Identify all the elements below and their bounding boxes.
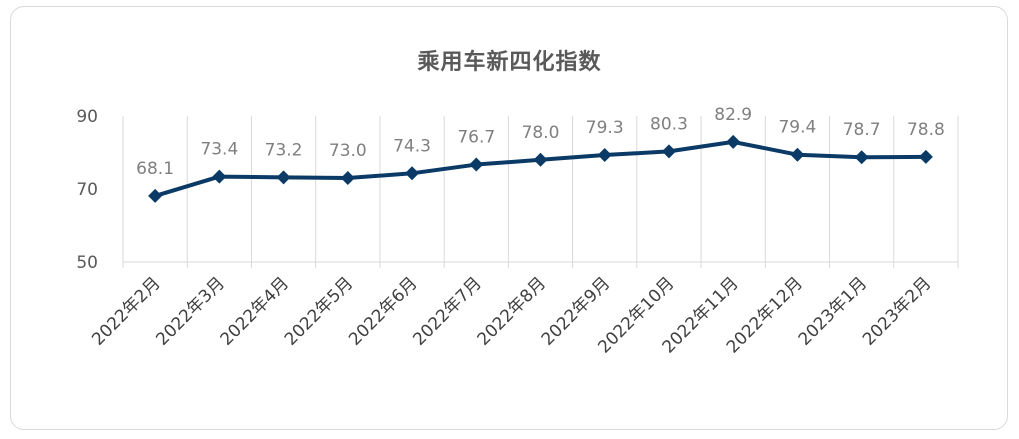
x-tick-label: 2022年2月 xyxy=(88,273,164,349)
data-point-marker xyxy=(726,134,741,149)
y-tick-label: 90 xyxy=(76,107,98,127)
x-tick-label: 2022年6月 xyxy=(345,273,421,349)
data-label: 74.3 xyxy=(393,136,431,156)
grid-lines xyxy=(122,116,959,268)
data-label: 73.0 xyxy=(329,141,367,161)
data-label: 68.1 xyxy=(136,159,174,179)
data-point-marker xyxy=(148,188,163,203)
x-tick-label: 2022年7月 xyxy=(409,273,485,349)
data-point-marker xyxy=(533,152,548,167)
y-tick-label: 70 xyxy=(76,180,98,200)
chart-frame xyxy=(10,6,1008,430)
data-label: 78.8 xyxy=(907,120,945,140)
x-axis-labels: 2022年2月2022年3月2022年4月2022年5月2022年6月2022年… xyxy=(88,273,935,357)
data-point-marker xyxy=(661,144,676,159)
chart-title: 乘用车新四化指数 xyxy=(417,50,602,75)
data-label: 73.2 xyxy=(265,140,303,160)
y-axis-ticks: 50 70 90 xyxy=(76,107,98,273)
data-label: 78.0 xyxy=(522,123,560,143)
data-point-marker xyxy=(469,157,484,172)
data-label: 79.3 xyxy=(586,118,624,138)
y-tick-label: 50 xyxy=(76,253,98,273)
data-labels: 68.1 73.4 73.2 73.0 74.3 76.7 78.0 79.3 80.3 82.9… xyxy=(136,105,945,179)
x-tick-label: 2023年2月 xyxy=(859,273,935,349)
data-point-marker xyxy=(405,166,420,181)
data-point-marker xyxy=(276,170,291,185)
data-label: 79.4 xyxy=(778,118,816,138)
data-label: 82.9 xyxy=(714,105,752,125)
data-point-marker xyxy=(597,148,612,163)
data-point-marker xyxy=(918,149,933,164)
data-point-marker xyxy=(854,150,869,165)
data-point-marker xyxy=(340,171,355,186)
data-label: 78.7 xyxy=(843,120,881,140)
data-point-marker xyxy=(790,147,805,162)
x-tick-label: 2022年5月 xyxy=(281,273,357,349)
data-label: 73.4 xyxy=(200,140,238,160)
x-tick-label: 2022年4月 xyxy=(217,273,293,349)
x-tick-label: 2023年1月 xyxy=(795,273,871,349)
data-points xyxy=(148,134,933,203)
data-label: 76.7 xyxy=(457,128,495,148)
data-point-marker xyxy=(212,169,227,184)
x-tick-label: 2022年8月 xyxy=(474,273,550,349)
x-tick-label: 2022年3月 xyxy=(152,273,228,349)
data-label: 80.3 xyxy=(650,114,688,134)
